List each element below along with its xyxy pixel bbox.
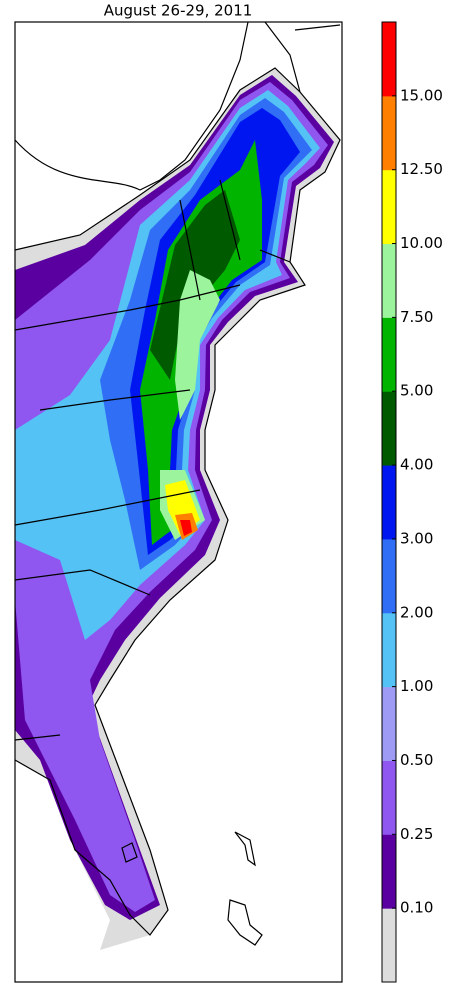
colorbar: 0.10 0.25 0.50 1.00 2.00 3.00 4.00 5.00 7.50 10.0… (381, 21, 443, 983)
map (14, 21, 343, 983)
colorbar-tick-label: 0.25 (400, 825, 433, 843)
colorbar-bin (382, 317, 396, 392)
colorbar-tick-label: 1.00 (400, 677, 433, 695)
map-title: August 26-29, 2011 (104, 2, 253, 20)
colorbar-tick-label: 4.00 (400, 456, 433, 474)
colorbar-bin (382, 908, 396, 983)
colorbar-tick-label: 2.00 (400, 603, 433, 621)
colorbar-tick-label: 3.00 (400, 529, 433, 547)
colorbar-tick-label: 5.00 (400, 382, 433, 400)
colorbar-tick-label: 0.50 (400, 751, 433, 769)
colorbar-bin (382, 22, 396, 97)
colorbar-bin (382, 243, 396, 318)
colorbar-bin (382, 686, 396, 761)
colorbar-frame (381, 21, 397, 983)
colorbar-bin (382, 169, 396, 245)
colorbar-bin (382, 465, 396, 540)
colorbar-bin (382, 760, 396, 835)
colorbar-tick-label: 12.50 (400, 160, 443, 178)
colorbar-bin (382, 612, 396, 688)
colorbar-tick-label: 15.00 (400, 86, 443, 104)
colorbar-bin (382, 95, 396, 171)
colorbar-tick-label: 0.10 (400, 899, 433, 917)
colorbar-bin (382, 538, 396, 614)
colorbar-tick-label: 7.50 (400, 308, 433, 326)
colorbar-tick-label: 10.00 (400, 234, 443, 252)
colorbar-bin (382, 391, 396, 466)
colorbar-bin (382, 834, 396, 909)
